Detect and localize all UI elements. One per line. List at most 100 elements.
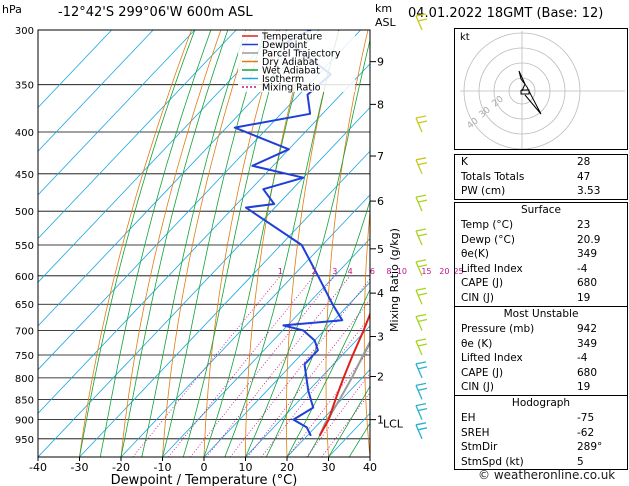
mixing-ratio-label: 25 — [453, 267, 463, 276]
wind-barb-flag — [417, 264, 428, 268]
wind-barb-flag — [417, 162, 428, 166]
km-tick-label: 4 — [377, 287, 384, 300]
wet-adiabat-line — [245, 38, 370, 457]
hodograph-table: Hodograph EH -75 SREH -62 StmDir 289° StmSp… — [454, 395, 628, 471]
isotherm-line — [38, 30, 320, 327]
wind-barb-flag — [415, 194, 427, 198]
pressure-tick-label: 750 — [15, 351, 34, 362]
surface-row-lifted: Lifted Index -4 — [461, 262, 588, 275]
surface-row-temp: Temp (°C) 23 — [461, 219, 591, 231]
surface-row-cin: CIN (J) 19 — [461, 291, 591, 304]
isotherm-line — [286, 369, 370, 457]
mu-row-cape: CAPE (J) 680 — [461, 366, 598, 379]
mixing-ratio-label: 20 — [439, 267, 449, 276]
wind-barb-staff — [415, 15, 423, 31]
storm-motion-marker — [520, 89, 530, 95]
wind-barb-flag — [417, 407, 428, 412]
legend-label: Dry Adiabat — [262, 57, 319, 68]
wind-barb-flag — [417, 387, 428, 391]
hodo-row-stmspd: StmSpd (kt) 5 — [461, 455, 584, 468]
wind-barb-flag — [415, 402, 427, 407]
index-row-k: K 28 — [461, 156, 591, 168]
wind-barbs — [415, 13, 428, 440]
pressure-tick-label: 600 — [15, 272, 34, 283]
wind-barb-flag — [417, 427, 428, 431]
isotherm-line — [79, 150, 370, 457]
hodo-ring-label-30: 30 — [478, 105, 493, 120]
km-tick-label: 3 — [377, 331, 384, 344]
isotherm-line — [203, 281, 370, 457]
mixing-ratio-label: 10 — [397, 267, 407, 276]
hodo-row-sreh: SREH -62 — [461, 426, 595, 439]
km-tick-label: 5 — [377, 243, 384, 256]
dry-adiabat-line — [162, 30, 251, 457]
pressure-tick-label: 650 — [15, 300, 34, 311]
wind-barb-flag — [417, 292, 428, 296]
mixing-ratio-line — [206, 275, 351, 457]
wet-adiabat-line — [286, 288, 370, 457]
most-unstable-table: Most Unstable Pressure (mb) 942 θe (K) 349… — [454, 306, 628, 396]
wind-barb-flag — [415, 361, 427, 365]
copyright-text[interactable]: © weatheronline.co.uk — [478, 468, 616, 482]
isotherm-line — [38, 30, 154, 152]
pressure-tick-label: 500 — [15, 207, 34, 218]
wind-barb-staff — [415, 385, 423, 400]
km-tick-label: 1 — [377, 414, 384, 427]
wind-barb-staff — [415, 316, 423, 331]
x-tick-label: -20 — [112, 461, 130, 474]
dry-adiabat-line — [363, 207, 370, 457]
x-tick-label: -30 — [71, 461, 89, 474]
x-tick-label: -40 — [29, 461, 47, 474]
pressure-tick-label: 550 — [15, 241, 34, 252]
hodograph-panel: kt 40 30 20 — [454, 28, 628, 150]
indices-table: K 28 Totals Totals 47 PW (cm) 3.53 — [454, 154, 628, 200]
isotherm-line — [38, 106, 370, 457]
parcel-trajectory-line — [318, 339, 370, 437]
wind-barb-flag — [417, 199, 428, 203]
mixing-ratio-axis-label: Mixing Ratio (g/kg) — [388, 228, 401, 332]
wind-barb-flag — [415, 228, 427, 232]
x-tick-label: 10 — [239, 461, 253, 474]
mixing-ratio-label: 2 — [311, 267, 316, 276]
surface-table: Surface Temp (°C) 23 Dewp (°C) 20.9 θe(K) 3… — [454, 202, 628, 307]
dry-adiabat-line — [79, 30, 192, 457]
wind-barb-staff — [415, 117, 423, 133]
isotherm-line — [38, 30, 112, 109]
wind-barb-flag — [417, 120, 428, 124]
dewpoint-line — [233, 30, 344, 437]
pressure-tick-label: 850 — [15, 395, 34, 406]
mixing-ratio-label: 4 — [348, 267, 353, 276]
most-unstable-title: Most Unstable — [503, 308, 579, 320]
isotherm-line — [245, 325, 370, 457]
pressure-tick-label: 400 — [15, 128, 34, 139]
temperature-line — [318, 311, 370, 437]
hodograph-unit: kt — [460, 32, 470, 43]
isotherm-line — [38, 63, 370, 414]
mixing-ratio-line — [261, 316, 370, 457]
x-axis-label: Dewpoint / Temperature (°C) — [111, 473, 298, 486]
km-tick-label: 8 — [377, 98, 384, 111]
wind-barb-flag — [415, 13, 427, 17]
wet-adiabat-line — [265, 199, 370, 457]
dry-adiabat-line — [325, 30, 369, 457]
surface-row-cape: CAPE (J) 680 — [461, 277, 598, 290]
legend-label: Isotherm — [262, 74, 304, 85]
mixing-ratio-label: 3 — [332, 267, 337, 276]
km-tick-label: 2 — [377, 371, 384, 384]
mixing-ratio-label: 15 — [421, 267, 431, 276]
wind-barb-flag — [417, 233, 428, 237]
mixing-ratio-line — [321, 392, 370, 457]
x-tick-label: 0 — [201, 461, 208, 474]
mixing-ratio-line — [247, 299, 370, 457]
dry-adiabat-line — [285, 30, 339, 457]
index-row-pw: PW (cm) 3.53 — [461, 185, 601, 198]
legend-label: Mixing Ratio — [262, 83, 321, 94]
mixing-ratio-label: 8 — [386, 267, 391, 276]
pressure-tick-label: 950 — [15, 435, 34, 446]
surface-title: Surface — [520, 204, 561, 216]
pressure-tick-label: 800 — [15, 374, 34, 385]
wet-adiabat-line — [182, 30, 287, 457]
wind-barb-flag — [417, 318, 428, 323]
